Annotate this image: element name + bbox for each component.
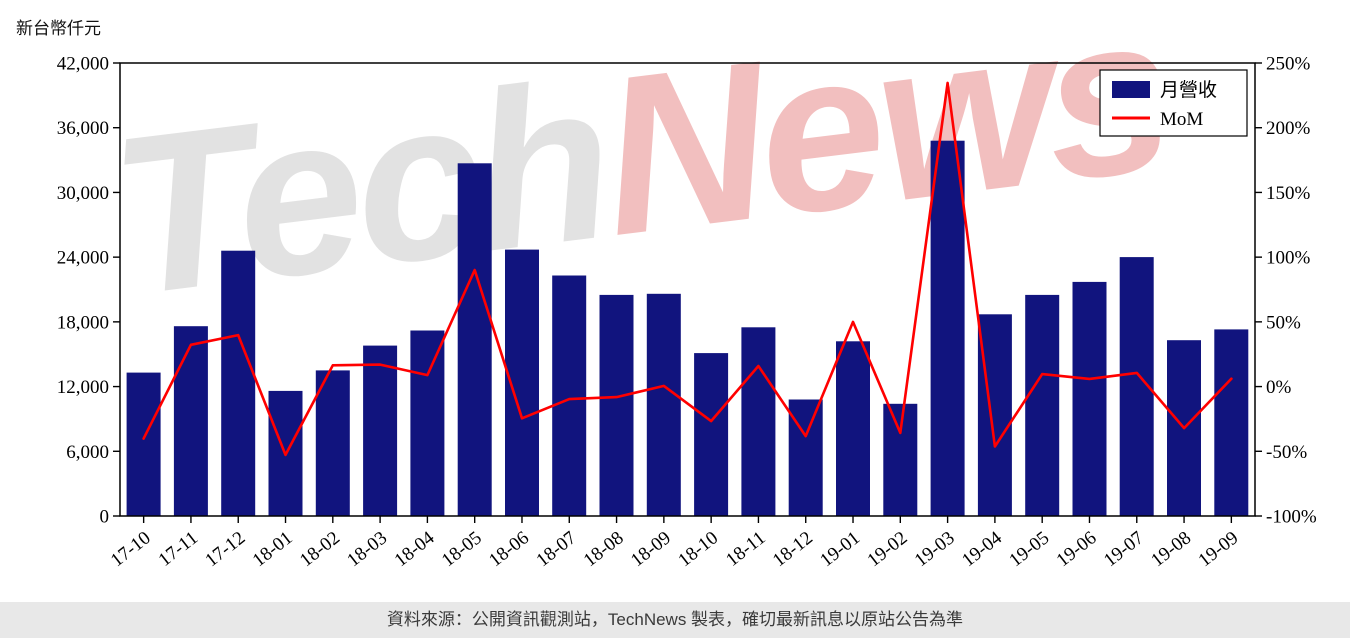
- revenue-bar-19-09: [1214, 329, 1249, 516]
- revenue-bar-18-07: [552, 275, 587, 516]
- x-axis-tick-label: 18-05: [438, 527, 486, 571]
- revenue-bars: [126, 140, 1249, 517]
- plot-border: [119, 62, 1256, 517]
- left-axis-tick-label: 36,000: [57, 118, 109, 139]
- revenue-bar-18-03: [363, 345, 398, 516]
- x-axis-tick-label: 18-09: [627, 527, 675, 571]
- right-axis-tick-label: 250%: [1266, 54, 1311, 75]
- x-axis-tick-label: 18-11: [722, 527, 769, 570]
- mom-line: [142, 81, 1233, 457]
- legend: 月營收 MoM: [1099, 69, 1248, 137]
- legend-label-mom: MoM: [1160, 109, 1203, 130]
- left-axis-tick-label: 42,000: [57, 54, 109, 75]
- axis-unit-label: 新台幣仟元: [16, 19, 101, 38]
- revenue-bar-18-11: [741, 327, 776, 517]
- revenue-bar-18-04: [410, 330, 445, 516]
- x-axis-tick-label: 18-06: [485, 527, 533, 571]
- revenue-bar-19-01: [836, 341, 870, 516]
- revenue-bar-19-05: [1025, 294, 1060, 516]
- x-axis-tick-label: 19-03: [911, 527, 959, 571]
- left-axis-tick-label: 0: [100, 507, 110, 528]
- x-axis-tick-label: 19-09: [1195, 527, 1243, 571]
- x-axis-tick-label: 19-01: [816, 527, 864, 571]
- right-axis-tick-label: -100%: [1266, 507, 1317, 528]
- x-axis-tick-label: 18-01: [249, 527, 297, 571]
- revenue-bar-17-11: [173, 326, 208, 516]
- right-axis-tick-label: 200%: [1266, 118, 1311, 139]
- legend-swatch-revenue: [1112, 81, 1150, 98]
- x-axis-tick-label: 19-06: [1053, 527, 1101, 571]
- x-axis-tick-label: 18-12: [769, 527, 817, 571]
- revenue-bar-18-10: [694, 353, 729, 516]
- revenue-mom-chart: 0 6,000 12,000 18,000 24,000 30,000 36,000 42,0…: [57, 54, 1317, 572]
- x-axis-tick-label: 18-08: [580, 527, 628, 571]
- x-axis-tick-label: 17-10: [107, 527, 155, 571]
- revenue-bar-18-05: [457, 163, 492, 517]
- x-axis-tick-label: 18-02: [296, 527, 344, 571]
- right-axis-tick-label: 0%: [1266, 377, 1292, 398]
- left-axis-tick-label: 24,000: [57, 248, 109, 269]
- revenue-bar-17-10: [126, 372, 161, 516]
- revenue-bar-18-02: [315, 370, 350, 516]
- left-axis-tick-label: 6,000: [66, 442, 109, 463]
- revenue-bar-19-04: [977, 314, 1012, 516]
- x-axis-tick-label: 18-03: [343, 527, 391, 571]
- revenue-bar-18-09: [646, 293, 681, 516]
- source-footer: 資料來源：公開資訊觀測站，TechNews 製表，確切最新訊息以原站公告為準: [0, 602, 1350, 638]
- revenue-bar-18-08: [599, 294, 634, 516]
- left-axis-tick-label: 12,000: [57, 377, 109, 398]
- x-axis-tick-label: 18-10: [674, 527, 722, 571]
- right-axis-tick-label: 150%: [1266, 183, 1311, 204]
- x-axis-tick-label: 19-07: [1100, 527, 1148, 571]
- x-axis-tick-label: 18-04: [391, 527, 439, 571]
- revenue-bar-19-02: [883, 403, 918, 516]
- x-axis-tick-label: 19-05: [1005, 527, 1053, 571]
- x-axis-tick-label: 19-02: [864, 527, 912, 571]
- revenue-bar-17-12: [221, 250, 256, 516]
- x-axis-tick-label: 17-11: [155, 527, 202, 570]
- x-axis-tick-label: 19-04: [958, 527, 1006, 571]
- right-axis-tick-label: -50%: [1266, 442, 1307, 463]
- x-axis-tick-label: 17-12: [201, 527, 249, 571]
- right-axis-tick-label: 100%: [1266, 248, 1311, 269]
- revenue-bar-19-06: [1072, 281, 1107, 516]
- left-axis-tick-label: 30,000: [57, 183, 109, 204]
- legend-label-revenue: 月營收: [1160, 79, 1217, 101]
- x-axis-tick-label: 19-08: [1147, 527, 1195, 571]
- right-axis-tick-label: 50%: [1266, 312, 1301, 333]
- x-axis-tick-label: 18-07: [532, 527, 580, 571]
- left-axis-tick-label: 18,000: [57, 312, 109, 333]
- revenue-bar-19-03: [930, 140, 965, 516]
